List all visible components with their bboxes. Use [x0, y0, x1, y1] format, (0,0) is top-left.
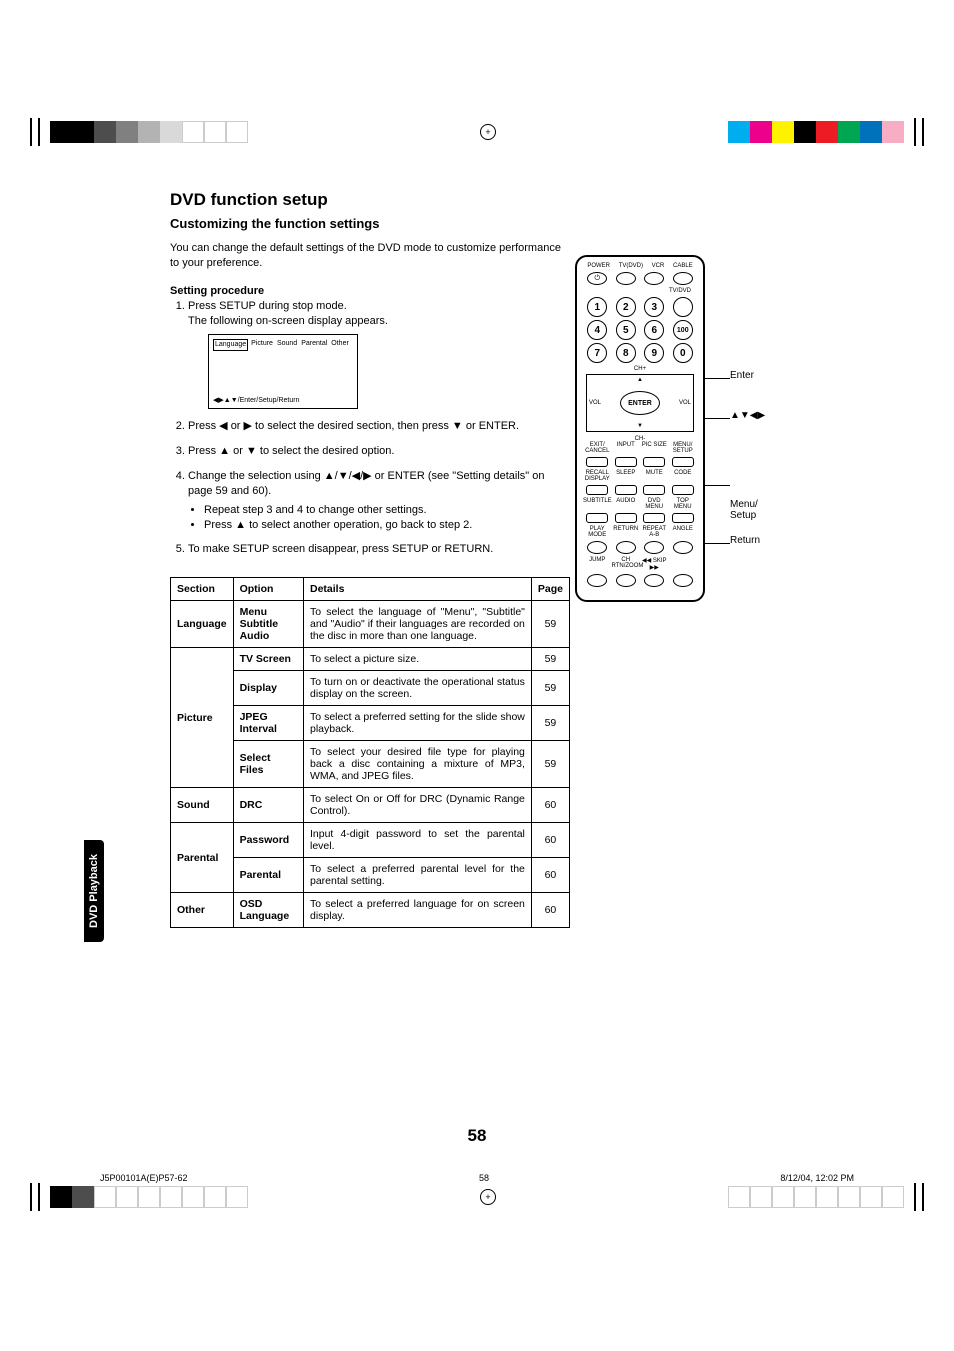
- page-title: DVD function setup: [170, 190, 820, 210]
- enter-button: ENTER: [620, 391, 660, 415]
- page-subtitle: Customizing the function settings: [170, 216, 820, 231]
- step-2: Press ◀ or ▶ to select the desired secti…: [188, 419, 570, 434]
- settings-table: Section Option Details Page LanguageMenu…: [170, 577, 570, 928]
- table-row: LanguageMenu Subtitle AudioTo select the…: [171, 601, 570, 648]
- footer-left: J5P00101A(E)P57-62: [100, 1173, 188, 1183]
- callout-return: Return: [730, 535, 760, 546]
- step-4-subs: Repeat step 3 and 4 to change other sett…: [188, 503, 570, 533]
- section-tab: DVD Playback: [84, 840, 104, 942]
- callout-menu: Menu/ Setup: [730, 477, 758, 521]
- table-row: SoundDRCTo select On or Off for DRC (Dyn…: [171, 788, 570, 823]
- colorbar-right-bottom: [728, 1186, 904, 1208]
- remote-diagram: POWERTV(DVD)VCRCABLE ⏻ TV/DVD 1234561007…: [575, 255, 780, 602]
- step-1: Press SETUP during stop mode. The follow…: [188, 299, 570, 410]
- tvdvd-label: TV/DVD: [669, 288, 691, 294]
- steps-list: Press SETUP during stop mode. The follow…: [170, 299, 570, 558]
- th-page: Page: [531, 578, 569, 601]
- remote-top-labels: POWERTV(DVD)VCRCABLE: [583, 263, 697, 269]
- vcr-button: [644, 272, 664, 285]
- table-body: LanguageMenu Subtitle AudioTo select the…: [171, 601, 570, 928]
- vol-left-label: VOL: [589, 400, 601, 406]
- dpad: VOL ENTER VOL ▲ ▼: [586, 374, 694, 432]
- vol-right-label: VOL: [679, 400, 691, 406]
- th-details: Details: [303, 578, 531, 601]
- table-header-row: Section Option Details Page: [171, 578, 570, 601]
- callout-enter: Enter: [730, 370, 754, 381]
- page-number: 58: [468, 1126, 487, 1146]
- footer-mid: 58: [479, 1173, 489, 1183]
- registration-target-icon: [480, 124, 496, 140]
- cable-button: [673, 272, 693, 285]
- callout-arrows: ▲▼◀▶: [730, 410, 765, 421]
- step-4: Change the selection using ▲/▼/◀/▶ or EN…: [188, 469, 570, 532]
- page-footer: J5P00101A(E)P57-62 58 8/12/04, 12:02 PM: [100, 1173, 854, 1183]
- osd-preview: LanguagePictureSoundParentalOther ◀▶▲▼/E…: [208, 334, 358, 409]
- remote-mode-row: ⏻: [583, 272, 697, 285]
- th-option: Option: [233, 578, 303, 601]
- registration-top: [0, 118, 954, 146]
- intro-text: You can change the default settings of t…: [170, 241, 570, 271]
- table-row: ParentalPasswordInput 4-digit password t…: [171, 823, 570, 858]
- colorbar-left-top: [50, 121, 248, 143]
- footer-right: 8/12/04, 12:02 PM: [780, 1173, 854, 1183]
- th-section: Section: [171, 578, 234, 601]
- osd-footer: ◀▶▲▼/Enter/Setup/Return: [213, 396, 300, 405]
- tvdvd-button: [616, 272, 636, 285]
- registration-target-icon: [480, 1189, 496, 1205]
- table-row: PictureTV ScreenTo select a picture size…: [171, 648, 570, 671]
- step-5: To make SETUP screen disappear, press SE…: [188, 542, 570, 557]
- registration-bottom: [0, 1183, 954, 1211]
- ch-plus-label: CH+: [583, 366, 697, 372]
- number-pad: 1234561007890: [583, 297, 697, 363]
- remote-body: POWERTV(DVD)VCRCABLE ⏻ TV/DVD 1234561007…: [575, 255, 705, 602]
- colorbar-right-top: [728, 121, 904, 143]
- osd-tabs: LanguagePictureSoundParentalOther: [213, 339, 353, 350]
- step-3: Press ▲ or ▼ to select the desired optio…: [188, 444, 570, 459]
- power-button: ⏻: [587, 272, 607, 285]
- func-rows: EXIT/ CANCELINPUTPIC SIZEMENU/ SETUPRECA…: [583, 442, 697, 587]
- table-row: OtherOSD LanguageTo select a preferred l…: [171, 893, 570, 928]
- colorbar-left-bottom: [50, 1186, 248, 1208]
